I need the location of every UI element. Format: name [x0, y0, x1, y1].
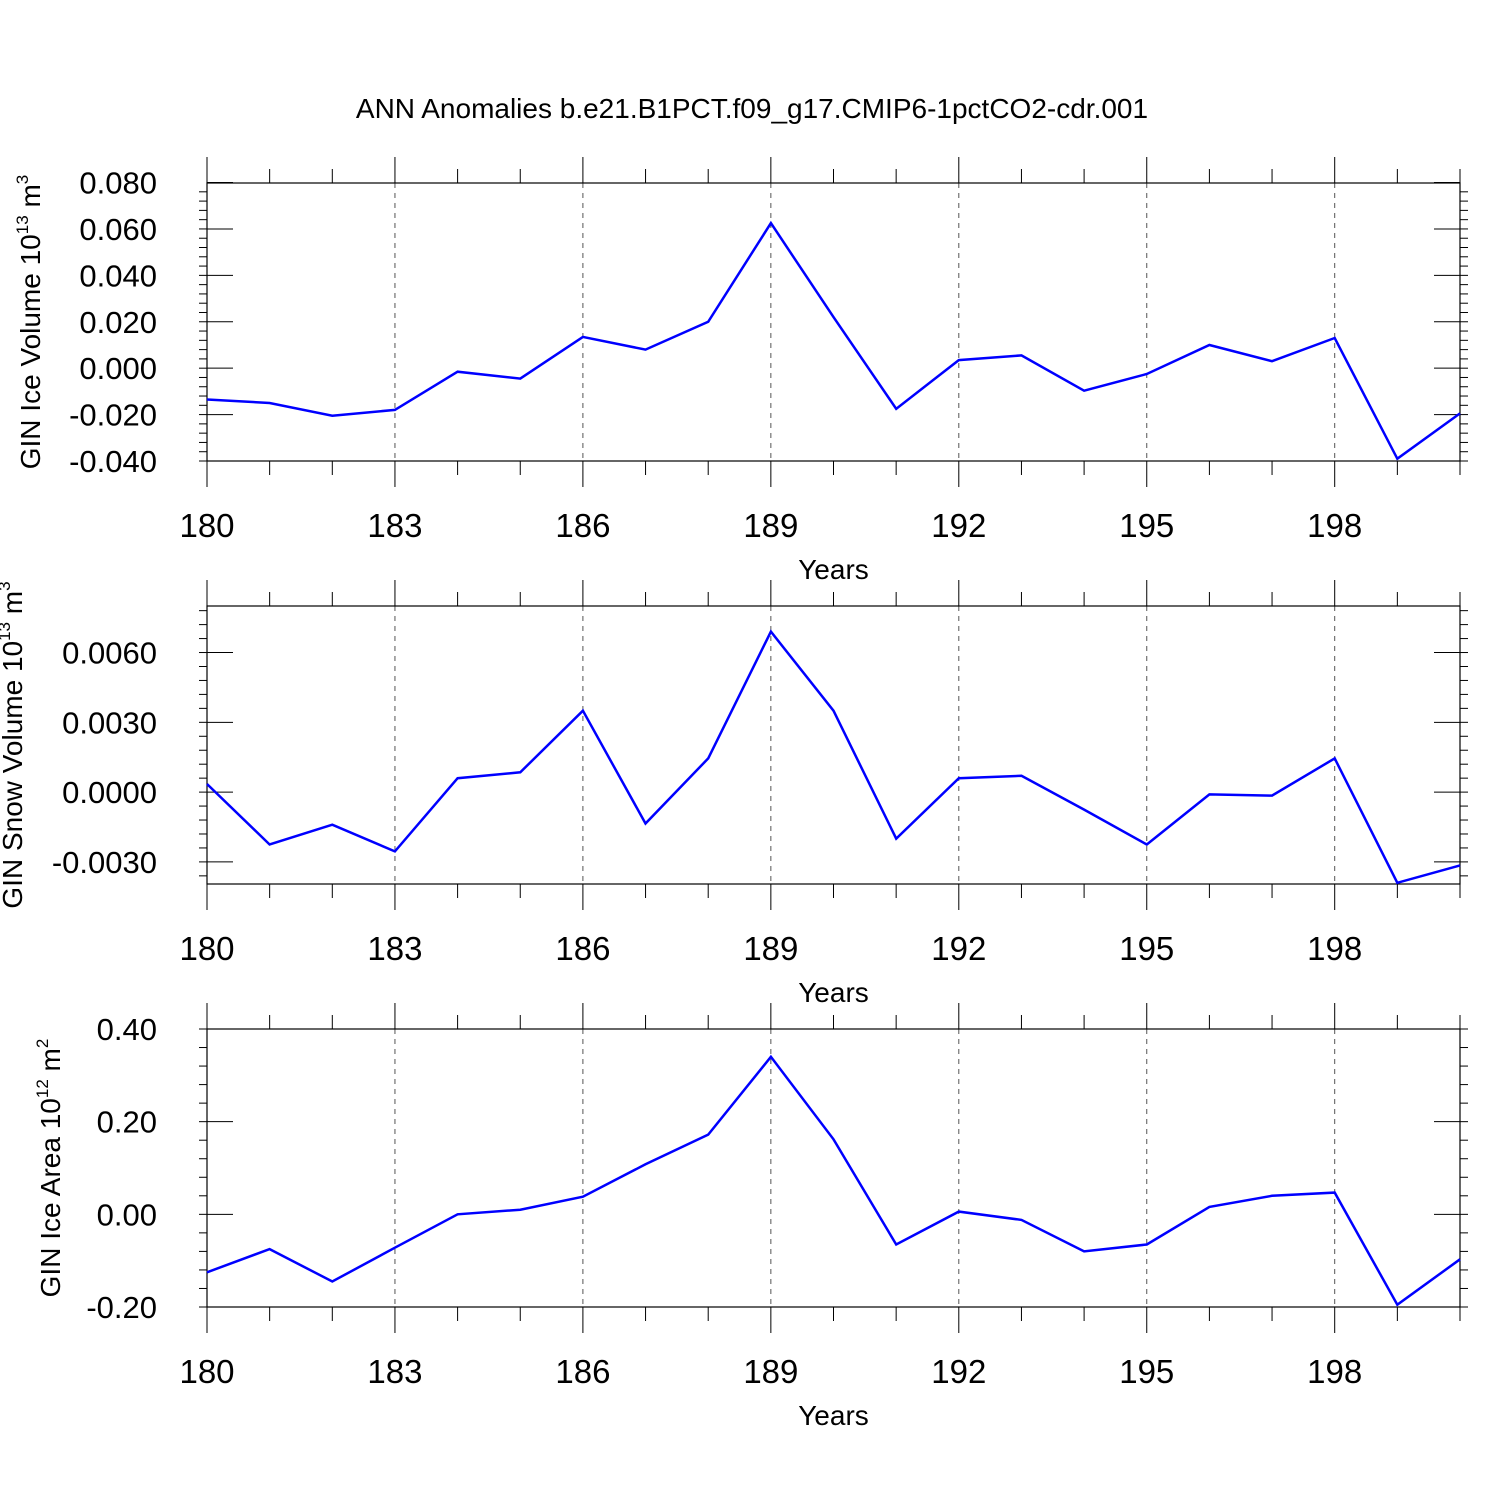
x-tick-label: 189 [743, 507, 798, 544]
y-tick-label: -0.20 [86, 1290, 157, 1325]
y-tick-label: -0.040 [69, 444, 157, 479]
panel-3: -0.20 0.00 0.20 0.40 180 183 186 189 192 195 198 Ye… [33, 1003, 1468, 1431]
x-tick-label: 195 [1119, 930, 1174, 967]
panel-2: -0.0030 0.0000 0.0030 0.0060 180 183 186 189 192… [0, 580, 1468, 1008]
y-tick-label: 0.020 [79, 305, 157, 340]
x-tick-label: 189 [743, 930, 798, 967]
y-axis-label: GIN Snow Volume 1013 m3 [0, 581, 28, 908]
x-tick-label: 183 [367, 1353, 422, 1390]
x-axis-label: Years [798, 554, 869, 585]
y-tick-label: -0.0030 [52, 845, 157, 880]
x-tick-label: 189 [743, 1353, 798, 1390]
x-tick-label: 198 [1307, 930, 1362, 967]
y-tick-label: 0.040 [79, 258, 157, 293]
x-tick-label: 195 [1119, 1353, 1174, 1390]
y-tick-label: 0.00 [97, 1197, 157, 1232]
x-axis-label: Years [798, 1400, 869, 1431]
y-tick-label: 0.060 [79, 212, 157, 247]
x-tick-label: 186 [555, 930, 610, 967]
x-tick-label: 192 [931, 930, 986, 967]
x-tick-label: 180 [179, 930, 234, 967]
x-tick-label: 183 [367, 930, 422, 967]
x-tick-label: 195 [1119, 507, 1174, 544]
y-tick-label: 0.0030 [62, 705, 157, 740]
y-tick-label: 0.0060 [62, 636, 157, 671]
y-tick-label: 0.0000 [62, 775, 157, 810]
x-tick-label: 180 [179, 507, 234, 544]
x-tick-label: 183 [367, 507, 422, 544]
y-tick-label: 0.080 [79, 166, 157, 201]
panel-1: -0.040 -0.020 0.000 0.020 0.040 0.060 0.080 180… [13, 157, 1468, 585]
y-tick-label: 0.000 [79, 351, 157, 386]
y-axis-label: GIN Ice Volume 1013 m3 [13, 175, 46, 470]
x-axis-label: Years [798, 977, 869, 1008]
y-tick-label: 0.20 [97, 1105, 157, 1140]
x-tick-label: 180 [179, 1353, 234, 1390]
x-tick-label: 192 [931, 1353, 986, 1390]
x-tick-label: 192 [931, 507, 986, 544]
x-tick-label: 186 [555, 1353, 610, 1390]
x-tick-label: 198 [1307, 507, 1362, 544]
x-tick-label: 186 [555, 507, 610, 544]
y-axis-label: GIN Ice Area 1012 m2 [33, 1039, 66, 1298]
y-tick-label: -0.020 [69, 398, 157, 433]
y-tick-label: 0.40 [97, 1012, 157, 1047]
figure-title: ANN Anomalies b.e21.B1PCT.f09_g17.CMIP6-… [356, 93, 1148, 124]
x-tick-label: 198 [1307, 1353, 1362, 1390]
